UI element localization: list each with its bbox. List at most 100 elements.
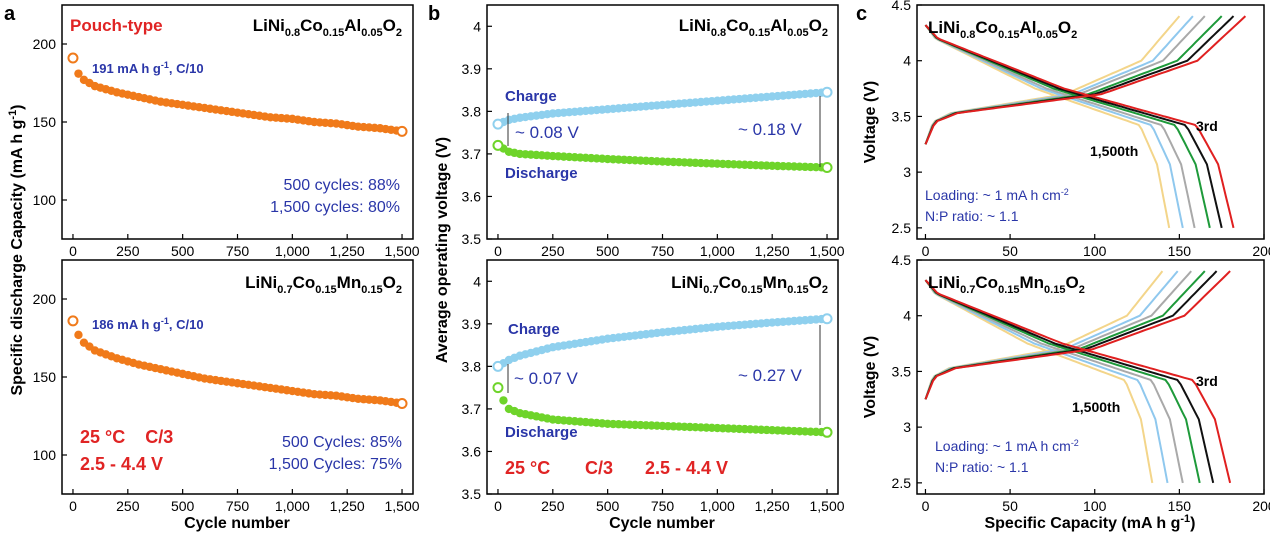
x-tick-label: 1,000 — [700, 243, 735, 259]
a-bottom-initial-label: 186 mA h g-1, C/10 — [92, 316, 204, 332]
y-tick-label: 4.5 — [892, 0, 912, 13]
x-tick-label: 0 — [494, 498, 502, 514]
c-bottom-note-loading: Loading: ~ 1 mA h cm-2 — [935, 438, 1079, 454]
charge-curve-0 — [924, 270, 1231, 400]
y-tick-label: 4 — [473, 18, 481, 34]
capacity-first-point — [67, 315, 79, 327]
y-tick-label: 3.8 — [462, 358, 482, 374]
capacity-marker — [74, 330, 83, 340]
a-bottom-title: LiNi0.7Co0.15Mn0.15O2 — [245, 273, 402, 296]
c-bottom-note-np: N:P ratio: ~ 1.1 — [935, 459, 1029, 475]
x-tick-label: 100 — [1083, 498, 1107, 514]
y-tick-label: 3.7 — [462, 401, 482, 417]
x-tick-label: 0 — [69, 498, 77, 514]
y-tick-label: 200 — [33, 291, 57, 307]
a-top-initial-label: 191 mA h g-1, C/10 — [92, 60, 204, 76]
b-xlabel: Cycle number — [609, 515, 715, 532]
capacity-last-point — [396, 398, 408, 410]
capacity-last-point — [396, 125, 408, 137]
x-tick-label: 50 — [1002, 498, 1018, 514]
x-tick-label: 500 — [596, 498, 620, 514]
a-top-type-label: Pouch-type — [70, 16, 163, 35]
x-tick-label: 1,000 — [275, 498, 310, 514]
y-tick-label: 3.8 — [462, 103, 482, 119]
c-top-label-1500th: 1,500th — [1090, 143, 1138, 159]
c-bottom-title: LiNi0.7Co0.15Mn0.15O2 — [928, 273, 1085, 296]
a-top-retention-1500: 1,500 cycles: 80% — [270, 199, 400, 216]
y-tick-label: 2.5 — [892, 220, 912, 236]
b-bottom-title: LiNi0.7Co0.15Mn0.15O2 — [671, 273, 828, 296]
a-top-retention-500: 500 cycles: 88% — [283, 177, 400, 194]
y-tick-label: 4.5 — [892, 252, 912, 268]
charge-voltage-last-point — [821, 313, 833, 325]
x-tick-label: 200 — [1252, 243, 1270, 259]
x-tick-label: 750 — [226, 498, 250, 514]
a-ylabel: Specific discharge Capacity (mA h g-1) — [7, 104, 26, 395]
charge-voltage-first-point — [492, 118, 504, 130]
x-tick-label: 250 — [116, 243, 140, 259]
y-tick-label: 3.5 — [892, 363, 912, 379]
x-tick-label: 0 — [922, 498, 930, 514]
y-tick-label: 3.5 — [462, 231, 482, 247]
y-tick-label: 3.5 — [462, 486, 482, 502]
capacity-first-point — [67, 52, 79, 64]
y-tick-label: 4 — [903, 308, 911, 324]
x-tick-label: 1,500 — [810, 498, 845, 514]
charge-voltage-first-point — [492, 360, 504, 372]
y-tick-label: 3.9 — [462, 61, 482, 77]
discharge-curve-0 — [924, 24, 1235, 229]
y-tick-label: 3 — [903, 419, 911, 435]
y-tick-label: 3.5 — [892, 108, 912, 124]
x-tick-label: 1,000 — [275, 243, 310, 259]
axes-c-bottom — [916, 259, 1265, 495]
x-tick-label: 250 — [116, 498, 140, 514]
x-tick-label: 500 — [171, 498, 195, 514]
x-tick-label: 750 — [651, 243, 675, 259]
b-top-charge-label: Charge — [505, 88, 557, 105]
a-xlabel: Cycle number — [184, 515, 290, 532]
capacity-marker — [74, 69, 83, 78]
discharge-curve-1 — [924, 279, 1215, 484]
y-tick-label: 150 — [33, 369, 57, 385]
discharge-voltage-first-point — [492, 382, 504, 394]
y-tick-label: 3.6 — [462, 443, 482, 459]
panel-label-c: c — [856, 3, 867, 25]
c-bottom-ylabel: Voltage (V) — [862, 336, 879, 418]
a-bottom-conditions-voltage: 2.5 - 4.4 V — [80, 454, 163, 474]
discharge-voltage-marker — [499, 396, 508, 405]
y-tick-label: 3.9 — [462, 316, 482, 332]
y-tick-label: 150 — [33, 114, 57, 130]
a-bottom-retention-500: 500 Cycles: 85% — [282, 434, 402, 451]
y-tick-label: 100 — [33, 447, 57, 463]
x-tick-label: 200 — [1252, 498, 1270, 514]
a-bottom-conditions-temp: 25 °C C/3 — [80, 427, 173, 447]
x-tick-label: 500 — [596, 243, 620, 259]
a-top-title: LiNi0.8Co0.15Al0.05O2 — [253, 16, 402, 39]
y-tick-label: 3 — [903, 164, 911, 180]
b-bottom-charge-label: Charge — [508, 321, 560, 338]
x-tick-label: 1,000 — [700, 498, 735, 514]
axes-c-top — [916, 4, 1265, 240]
x-tick-label: 250 — [541, 498, 565, 514]
y-tick-label: 4 — [903, 53, 911, 69]
y-tick-label: 2.5 — [892, 475, 912, 491]
charge-curve-0 — [924, 15, 1247, 145]
b-top-gap-start: ~ 0.08 V — [515, 123, 579, 142]
c-xlabel: Specific Capacity (mA h g-1) — [984, 513, 1195, 532]
discharge-voltage-first-point — [492, 139, 504, 151]
c-top-note-np: N:P ratio: ~ 1.1 — [925, 208, 1019, 224]
x-tick-label: 1,250 — [330, 243, 365, 259]
x-tick-label: 250 — [541, 243, 565, 259]
discharge-curve-0 — [924, 279, 1232, 484]
c-bottom-label-3rd: 3rd — [1196, 373, 1218, 389]
panel-label-b: b — [428, 3, 440, 25]
a-bottom-retention-1500: 1,500 Cycles: 75% — [269, 456, 402, 473]
y-tick-label: 3.6 — [462, 188, 482, 204]
x-tick-label: 1,500 — [385, 243, 420, 259]
y-tick-label: 100 — [33, 192, 57, 208]
b-ylabel: Average operating voltage (V) — [434, 137, 451, 363]
b-bottom-conditions-temp: 25 °C — [505, 458, 550, 478]
charge-voltage-last-point — [821, 86, 833, 98]
x-tick-label: 750 — [651, 498, 675, 514]
